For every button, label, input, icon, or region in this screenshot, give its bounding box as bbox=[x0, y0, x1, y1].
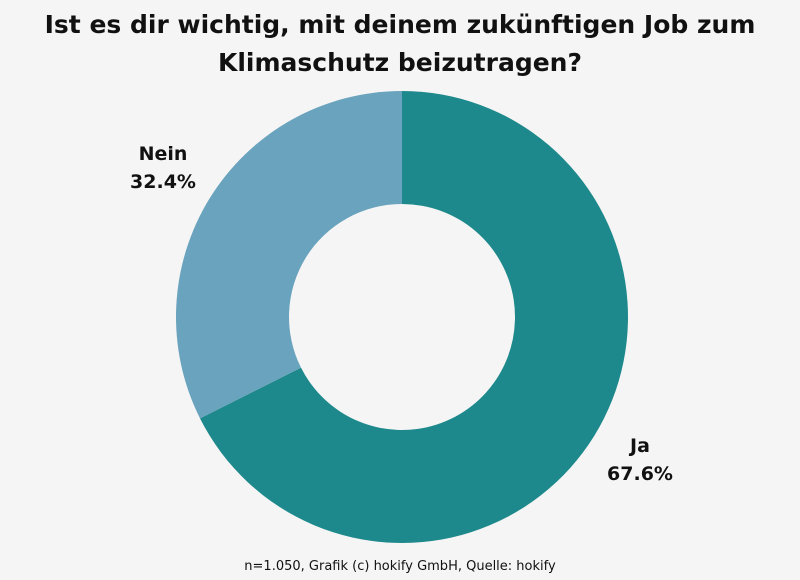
slice-label-ja: Ja 67.6% bbox=[595, 432, 685, 488]
slice-label-nein: Nein 32.4% bbox=[118, 140, 208, 196]
slice-label-nein-name: Nein bbox=[138, 143, 188, 165]
slice-ja bbox=[199, 91, 629, 544]
slice-nein bbox=[176, 91, 402, 419]
slice-label-ja-value: 67.6% bbox=[607, 463, 673, 485]
slice-label-ja-name: Ja bbox=[630, 435, 650, 457]
chart-title: Ist es dir wichtig, mit deinem zukünftig… bbox=[44, 10, 756, 77]
slice-label-nein-value: 32.4% bbox=[130, 171, 196, 193]
chart-footer: n=1.050, Grafik (c) hokify GmbH, Quelle:… bbox=[244, 559, 556, 574]
